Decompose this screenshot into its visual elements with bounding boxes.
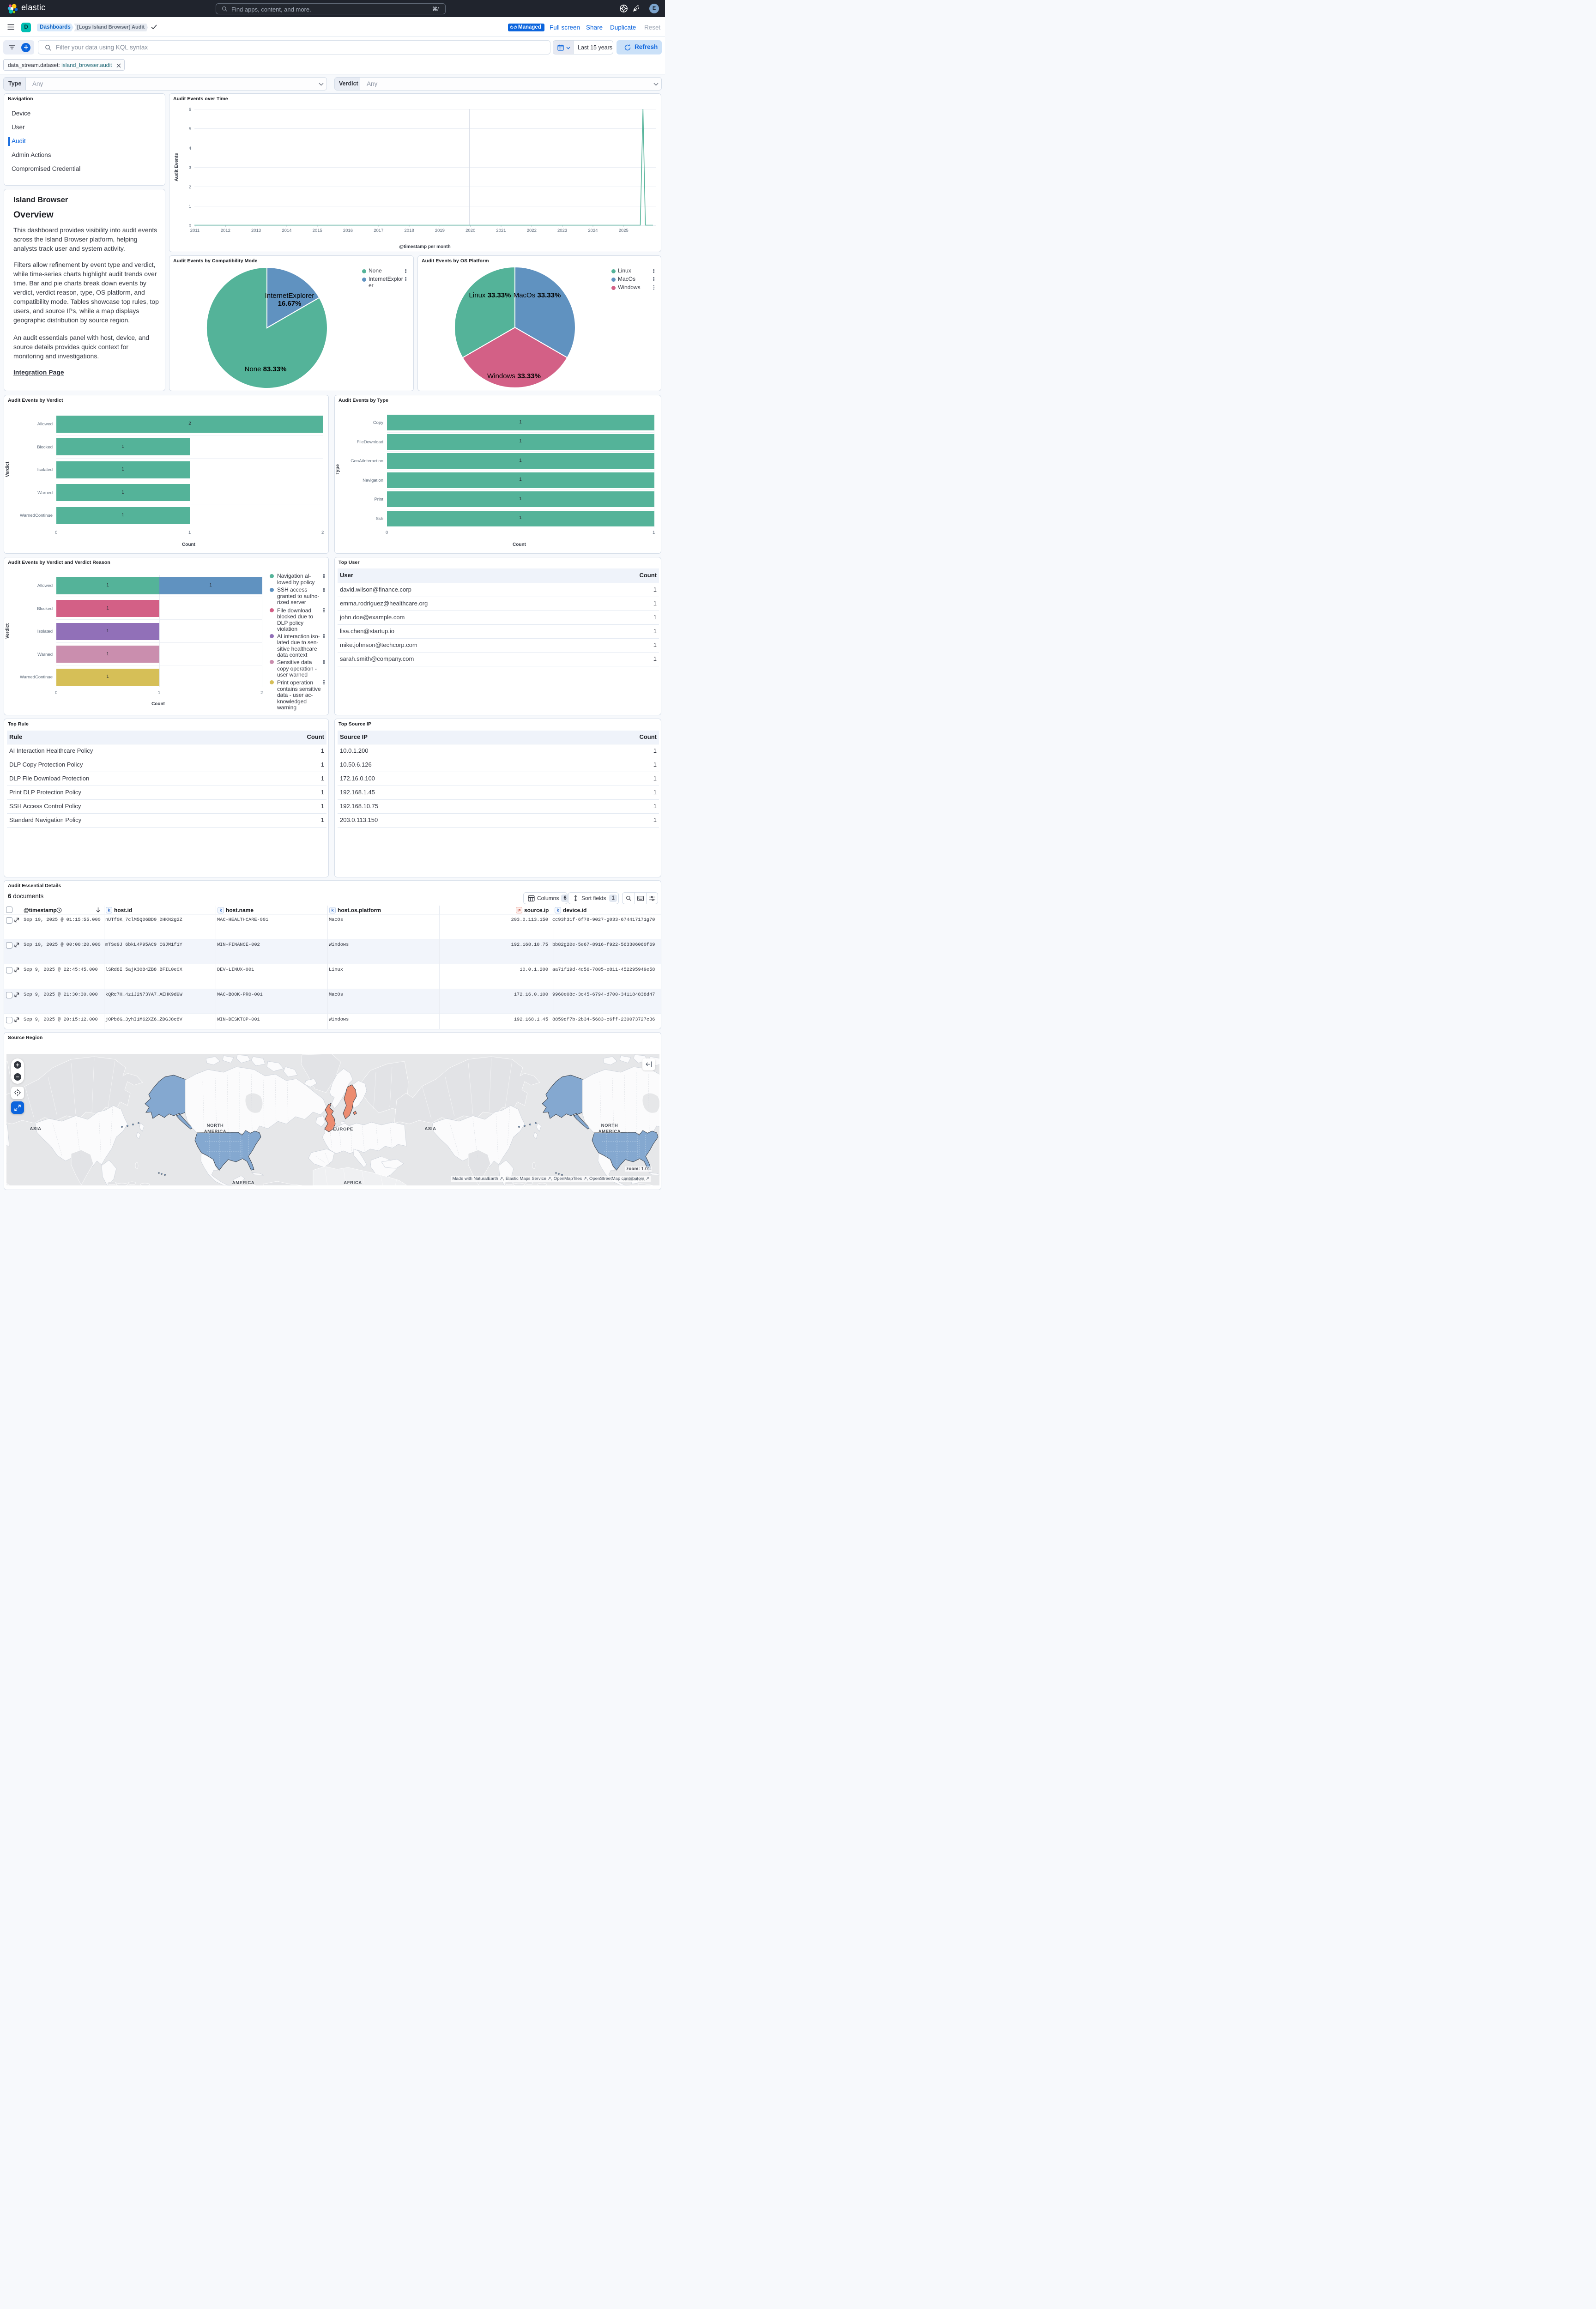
svg-text:Audit Events: Audit Events <box>174 153 179 181</box>
svg-text:Windows 33.33%: Windows 33.33% <box>487 372 541 380</box>
svg-text:Linux 33.33%: Linux 33.33% <box>469 291 511 299</box>
svg-text:6: 6 <box>189 107 191 112</box>
svg-text:16.67%: 16.67% <box>278 300 302 308</box>
svg-text:@timestamp per month: @timestamp per month <box>399 244 450 249</box>
svg-text:3: 3 <box>189 165 191 170</box>
svg-text:None 83.33%: None 83.33% <box>245 365 287 373</box>
svg-text:2024: 2024 <box>588 228 598 233</box>
svg-text:2015: 2015 <box>313 228 322 233</box>
svg-text:2019: 2019 <box>435 228 445 233</box>
svg-text:2017: 2017 <box>374 228 383 233</box>
svg-text:2: 2 <box>189 185 191 190</box>
svg-text:2014: 2014 <box>282 228 291 233</box>
svg-text:2020: 2020 <box>466 228 475 233</box>
svg-text:2011: 2011 <box>190 228 200 233</box>
svg-text:2018: 2018 <box>405 228 414 233</box>
svg-text:2012: 2012 <box>221 228 230 233</box>
svg-text:5: 5 <box>189 127 191 132</box>
svg-text:2025: 2025 <box>619 228 629 233</box>
svg-text:2023: 2023 <box>557 228 567 233</box>
svg-text:2013: 2013 <box>251 228 261 233</box>
svg-text:0: 0 <box>189 224 191 229</box>
svg-text:InternetExplorer: InternetExplorer <box>265 292 314 300</box>
svg-text:1: 1 <box>189 204 191 209</box>
svg-text:2021: 2021 <box>496 228 506 233</box>
svg-text:2022: 2022 <box>527 228 537 233</box>
svg-text:4: 4 <box>189 146 191 151</box>
svg-text:MacOs 33.33%: MacOs 33.33% <box>514 291 561 299</box>
svg-text:2016: 2016 <box>343 228 353 233</box>
